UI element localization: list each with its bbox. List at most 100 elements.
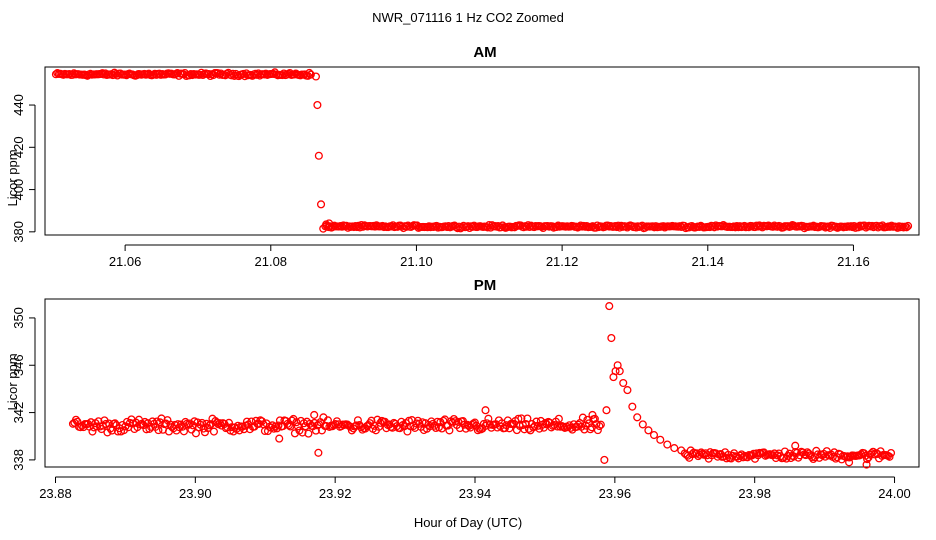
data-point <box>342 221 351 230</box>
data-point <box>717 222 726 231</box>
pm-y-axis-label: Licor ppm <box>5 353 20 410</box>
data-point <box>553 422 562 431</box>
data-point <box>301 422 310 431</box>
data-point <box>458 223 467 232</box>
data-point <box>311 426 320 435</box>
data-point <box>468 222 477 231</box>
data-point <box>522 222 531 231</box>
data-point <box>554 414 563 423</box>
data-point <box>230 71 239 80</box>
data-point <box>532 417 541 426</box>
y-tick-label: 350 <box>11 307 26 329</box>
x-axis-label: Hour of Day (UTC) <box>414 515 522 530</box>
pm-panel-title: PM <box>474 277 497 294</box>
data-point <box>580 425 589 434</box>
y-tick-label: 346 <box>11 354 26 376</box>
data-point <box>870 450 879 459</box>
data-point <box>621 222 630 231</box>
data-point <box>233 421 242 430</box>
data-point <box>711 221 720 230</box>
data-point <box>455 222 464 231</box>
data-point <box>353 416 362 425</box>
data-point <box>523 414 532 423</box>
data-point <box>481 406 490 415</box>
data-point <box>628 402 637 411</box>
data-point <box>596 420 605 429</box>
data-point <box>337 222 346 231</box>
data-point <box>633 413 642 422</box>
data-point <box>99 70 108 79</box>
data-point <box>215 70 224 79</box>
data-point <box>314 448 323 457</box>
am-plot-frame <box>44 66 920 236</box>
data-point <box>578 413 587 422</box>
y-tick-label: 420 <box>11 136 26 158</box>
am-y-axis-label: Licor ppm <box>5 149 20 206</box>
data-point <box>791 441 800 450</box>
am-points <box>51 68 913 233</box>
data-point <box>313 100 322 110</box>
data-point <box>849 222 859 231</box>
data-point <box>735 222 744 231</box>
data-point <box>188 70 197 80</box>
data-point <box>588 410 597 419</box>
data-point <box>155 69 164 78</box>
data-point <box>554 221 563 230</box>
data-point <box>537 222 546 231</box>
data-point <box>397 222 407 231</box>
data-point <box>698 449 707 458</box>
data-point <box>378 221 387 231</box>
data-point <box>904 221 913 231</box>
data-point <box>110 419 120 428</box>
data-point <box>886 448 896 458</box>
data-point <box>649 431 659 440</box>
data-point <box>695 222 704 232</box>
data-point <box>872 221 881 230</box>
data-point <box>349 222 358 232</box>
data-point <box>227 71 236 80</box>
data-point <box>768 222 777 231</box>
am-axes: 21.06 21.08 21.10 21.12 21.14 21.16 380 400 420 4… <box>11 94 870 269</box>
data-point <box>94 417 103 426</box>
data-point <box>205 421 214 430</box>
data-point <box>197 418 206 427</box>
x-tick-label: 23.92 <box>319 486 352 501</box>
data-point <box>536 416 545 425</box>
data-point <box>111 69 120 79</box>
data-point <box>479 419 488 428</box>
data-point <box>370 222 380 231</box>
data-point <box>352 222 361 232</box>
data-point <box>292 418 301 427</box>
x-tick-label: 21.06 <box>109 254 142 269</box>
x-tick-label: 21.08 <box>255 254 288 269</box>
data-point <box>423 223 432 232</box>
x-tick-label: 21.12 <box>546 254 579 269</box>
data-point <box>514 414 523 423</box>
data-point <box>750 223 759 232</box>
data-point <box>752 449 761 458</box>
y-tick-label: 440 <box>11 94 26 116</box>
data-point <box>352 421 361 430</box>
data-point <box>433 417 442 426</box>
pm-axes: 23.88 23.90 23.92 23.94 23.96 23.98 24.00 338 34… <box>11 307 911 501</box>
x-tick-label: 23.98 <box>738 486 771 501</box>
data-point <box>663 440 672 449</box>
data-point <box>595 422 604 431</box>
data-point <box>586 425 595 434</box>
data-point <box>530 422 539 431</box>
data-point <box>154 426 163 435</box>
data-point <box>638 420 647 429</box>
data-point <box>885 452 894 461</box>
data-point <box>239 69 248 78</box>
data-point <box>68 70 77 79</box>
data-point <box>311 72 320 81</box>
data-point <box>548 222 557 231</box>
data-point <box>892 222 901 231</box>
pm-panel: PM Licor ppm 23.88 23.90 23.92 23.94 23.96 23… <box>5 277 920 501</box>
data-point <box>310 410 319 419</box>
data-point <box>710 223 719 232</box>
x-tick-label: 21.14 <box>692 254 725 269</box>
data-point <box>260 426 269 436</box>
data-point <box>304 429 313 438</box>
data-point <box>756 222 765 231</box>
